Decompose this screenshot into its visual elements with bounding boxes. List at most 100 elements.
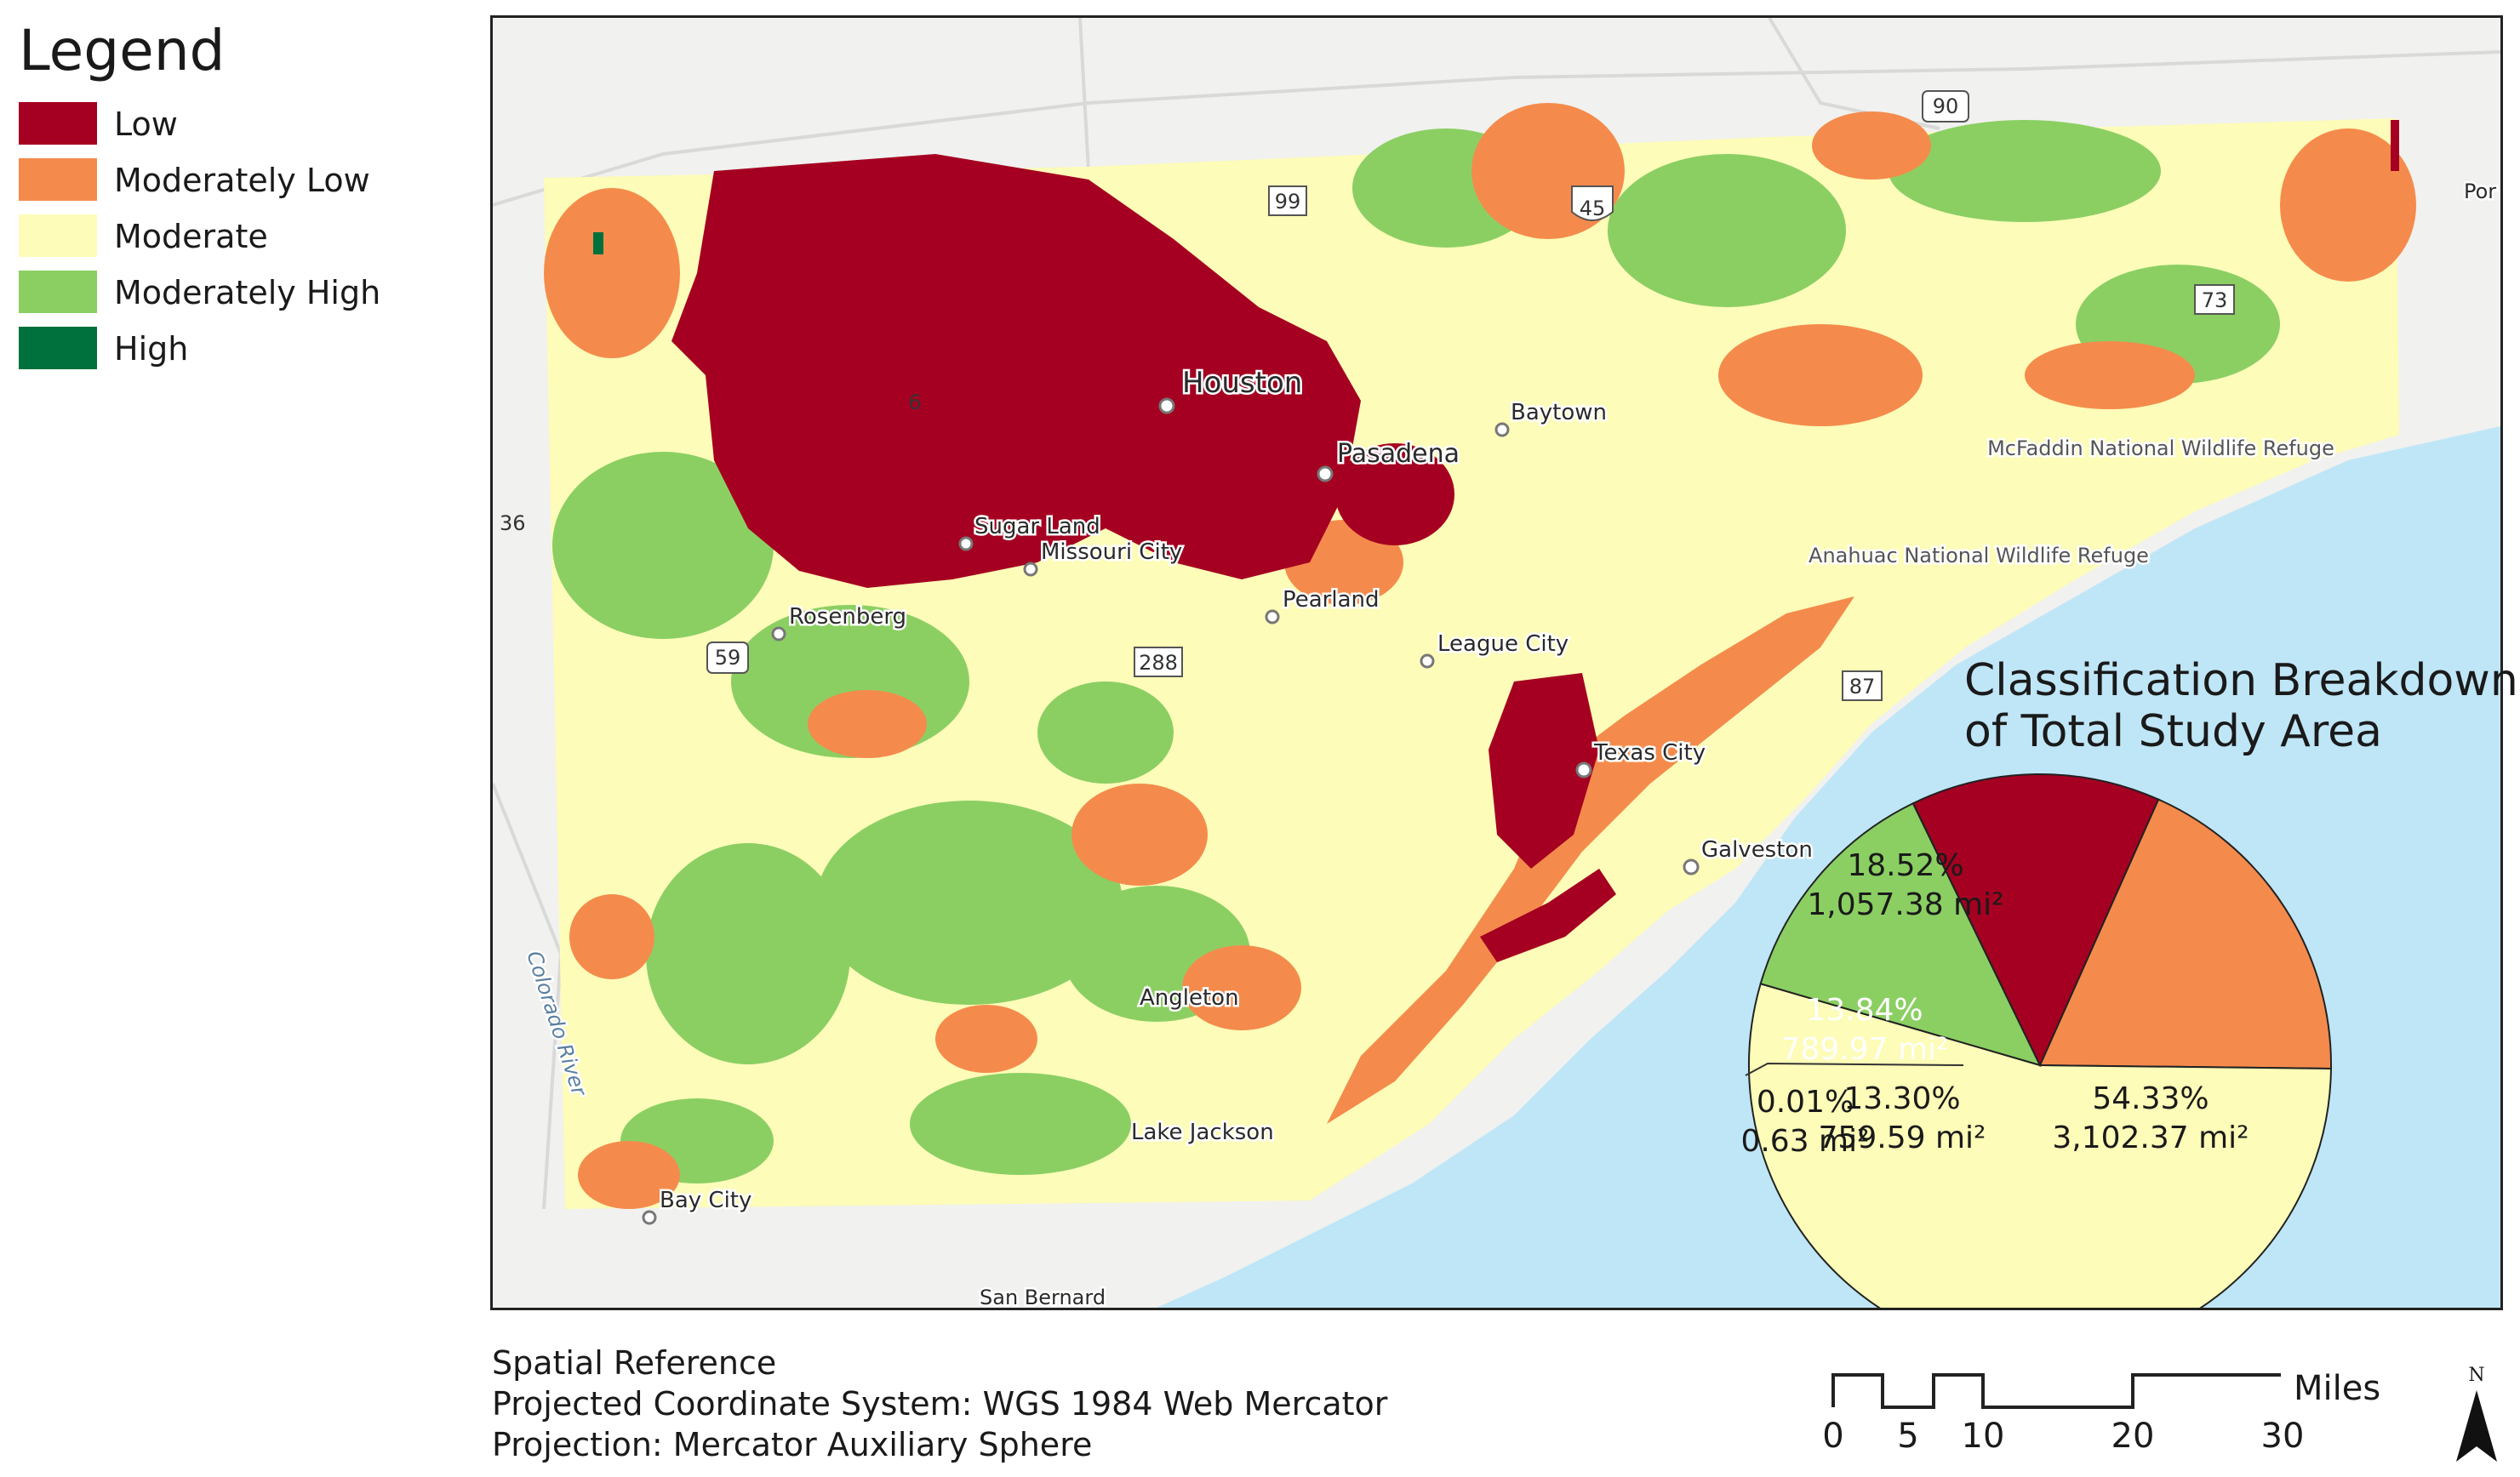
- scale-tick: 5: [1897, 1417, 1919, 1456]
- place-label-port: Por: [2464, 180, 2496, 203]
- city-marker-houston: [1158, 397, 1175, 414]
- highway-shield-87: [1842, 670, 1883, 701]
- place-label-anahuac-refuge: Anahuac National Wildlife Refuge: [1809, 544, 2149, 567]
- legend-label: Low: [114, 106, 178, 143]
- place-label-san-bernard: San Bernard: [980, 1286, 1106, 1308]
- pie-slice-moderately-high: [1759, 801, 2042, 1067]
- legend-item-moderate: Moderate: [19, 214, 461, 265]
- city-marker-galveston: [1683, 858, 1700, 875]
- legend-swatch: [19, 271, 97, 313]
- highway-label-73: 73: [2202, 288, 2228, 312]
- place-label-galveston: Galveston: [1701, 837, 1813, 863]
- city-marker-missouri-city: [1023, 562, 1038, 577]
- chart-title-line: Classification Breakdown: [1964, 655, 2518, 706]
- north-arrow-icon: [2456, 1390, 2497, 1462]
- place-label-houston: Houston: [1182, 366, 1302, 400]
- pie-label-area: 1,057.38 mi²: [1807, 887, 2003, 922]
- highway-shield-45: [1571, 185, 1614, 221]
- place-label-angleton: Angleton: [1140, 985, 1239, 1011]
- highway-label-36: 36: [500, 511, 526, 535]
- scale-bar-graphic: [1831, 1373, 2281, 1409]
- chart-title-line: of Total Study Area: [1964, 706, 2382, 757]
- highway-label-45: 45: [1580, 197, 1606, 220]
- pie-label-area: 0.63 mi²: [1740, 1124, 1869, 1159]
- legend-item-high: High: [19, 327, 461, 378]
- north-letter: N: [2468, 1365, 2485, 1386]
- legend-item-moderately-low: Moderately Low: [19, 158, 461, 209]
- city-marker-pasadena: [1317, 465, 1334, 482]
- highway-label-90: 90: [1933, 94, 1959, 118]
- pie-label-percent: 18.52%: [1847, 848, 1963, 883]
- highway-shield-90: [1922, 90, 1969, 123]
- highway-label-6: 6: [908, 391, 921, 414]
- legend-swatch: [19, 327, 97, 369]
- place-label-pasadena: Pasadena: [1337, 439, 1460, 469]
- place-label-missouri-city: Missouri City: [1041, 539, 1182, 565]
- legend-label: Moderately High: [114, 274, 381, 311]
- legend-label: Moderate: [114, 218, 268, 255]
- city-marker-sugar-land: [958, 536, 974, 551]
- place-label-league-city: League City: [1437, 631, 1569, 657]
- scale-tick: 20: [2111, 1417, 2155, 1456]
- place-label-mcfaddin-refuge: McFaddin National Wildlife Refuge: [1987, 436, 2334, 460]
- scale-bar: 0 5 10 20 30 Miles: [1821, 1360, 2434, 1470]
- scale-tick: 30: [2260, 1417, 2305, 1456]
- legend-item-moderately-high: Moderately High: [19, 271, 461, 322]
- legend-title: Legend: [19, 18, 226, 83]
- highway-shield-73: [2194, 284, 2235, 315]
- pie-label-percent: 54.33%: [2092, 1081, 2209, 1116]
- scale-unit: Miles: [2294, 1369, 2381, 1408]
- scale-tick: 0: [1822, 1417, 1844, 1456]
- highway-shield-288: [1134, 647, 1183, 677]
- legend-swatch: [19, 214, 97, 257]
- leader-line-high: [1745, 1062, 1964, 1076]
- scale-tick: 10: [1961, 1417, 2005, 1456]
- pie-chart: 18.52% 1,057.38 mi² 54.33% 3,102.37 mi² 13.3…: [1740, 773, 2332, 1308]
- place-label-texas-city: Texas City: [1593, 740, 1706, 766]
- highway-shield-59: [706, 642, 749, 674]
- highway-label-59: 59: [715, 646, 741, 670]
- chart-title: Classification Breakdown of Total Study …: [1964, 655, 2518, 757]
- city-marker-pearland: [1265, 609, 1280, 624]
- north-arrow: N: [2451, 1365, 2502, 1467]
- place-labels: Houston Pasadena Baytown Sugar Land Miss…: [520, 178, 2499, 1309]
- class-high: [593, 232, 603, 254]
- place-label-baytown: Baytown: [1511, 400, 1607, 425]
- pie-slice-low: [1911, 773, 2160, 1068]
- spatial-reference: Spatial Reference Projected Coordinate S…: [492, 1343, 1387, 1465]
- city-marker-texas-city: [1575, 761, 1592, 778]
- legend-item-low: Low: [19, 102, 461, 153]
- highway-shields: 99 90 45 73 59 288 87 6 36: [500, 90, 2235, 701]
- map-frame[interactable]: 99 90 45 73 59 288 87 6 36: [490, 15, 2503, 1310]
- map-canvas[interactable]: 99 90 45 73 59 288 87 6 36: [493, 18, 2500, 1308]
- legend-label: High: [114, 330, 189, 368]
- city-markers: [642, 397, 1700, 1225]
- map-legend: Legend Low Moderately Low Moderate Moder…: [17, 17, 477, 391]
- highway-label-99: 99: [1275, 190, 1301, 214]
- highway-label-87: 87: [1849, 675, 1876, 699]
- place-label-sugar-land: Sugar Land: [974, 514, 1100, 539]
- city-marker-league-city: [1420, 653, 1435, 669]
- legend-swatch: [19, 102, 97, 145]
- pie-label-percent: 0.01%: [1757, 1085, 1854, 1120]
- place-label-lake-jackson: Lake Jackson: [1131, 1120, 1274, 1145]
- place-label-rosenberg: Rosenberg: [789, 604, 906, 630]
- spatial-reference-heading: Spatial Reference: [492, 1344, 777, 1382]
- legend-swatch: [19, 158, 97, 201]
- city-marker-bay-city: [642, 1210, 657, 1225]
- projection: Projection: Mercator Auxiliary Sphere: [492, 1426, 1093, 1463]
- place-label-bay-city: Bay City: [660, 1188, 751, 1213]
- pie-label-percent: 13.84%: [1806, 993, 1923, 1028]
- pie-slice-moderately-low: [2038, 798, 2332, 1070]
- city-marker-baytown: [1494, 422, 1510, 437]
- pie-label-area: 3,102.37 mi²: [2052, 1121, 2249, 1155]
- class-low: [671, 120, 2399, 962]
- pie-label-area: 789.97 mi²: [1781, 1032, 1949, 1067]
- place-label-pearland: Pearland: [1283, 587, 1380, 613]
- city-marker-rosenberg: [771, 626, 786, 642]
- pie-label-percent: 13.30%: [1843, 1081, 1960, 1116]
- pie-label-area: 759.59 mi²: [1819, 1121, 1986, 1155]
- highway-label-288: 288: [1139, 651, 1178, 675]
- highway-shield-99: [1268, 185, 1307, 216]
- coordinate-system: Projected Coordinate System: WGS 1984 We…: [492, 1385, 1388, 1423]
